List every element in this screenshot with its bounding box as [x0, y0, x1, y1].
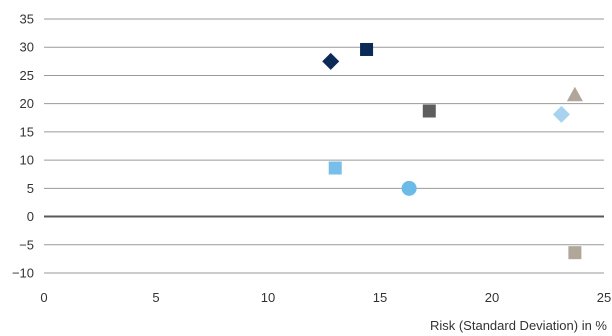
- x-tick-label: 0: [40, 290, 47, 305]
- y-tick-labels: 35 30 25 20 15 10 5 0 −5 −10: [12, 12, 34, 281]
- data-point-triangle: [566, 86, 583, 102]
- data-point-square: [328, 161, 342, 175]
- y-tick-label: −5: [19, 237, 34, 252]
- x-tick-labels: 0 5 10 15 20 25: [40, 290, 611, 305]
- y-tick-label: 0: [27, 209, 34, 224]
- x-tick-label: 20: [485, 290, 499, 305]
- data-point-circle: [401, 180, 417, 196]
- y-tick-label: 30: [20, 40, 34, 55]
- x-tick-label: 5: [152, 290, 159, 305]
- y-tick-label: 5: [27, 181, 34, 196]
- x-tick-label: 25: [597, 290, 611, 305]
- x-tick-label: 15: [373, 290, 387, 305]
- y-tick-label: 15: [20, 124, 34, 139]
- y-tick-label: 25: [20, 68, 34, 83]
- data-point-diamond: [322, 52, 340, 70]
- data-point-square: [568, 246, 582, 260]
- y-tick-label: 10: [20, 153, 34, 168]
- data-point-square: [360, 42, 374, 56]
- grid: [44, 18, 604, 274]
- data-point-diamond: [552, 105, 570, 123]
- y-tick-label: 35: [20, 12, 34, 27]
- y-tick-label: −10: [12, 266, 34, 281]
- x-axis-title: Risk (Standard Deviation) in %: [430, 318, 607, 333]
- data-point-square: [422, 104, 436, 118]
- x-tick-label: 10: [261, 290, 275, 305]
- y-tick-label: 20: [20, 96, 34, 111]
- data-points: [322, 42, 583, 260]
